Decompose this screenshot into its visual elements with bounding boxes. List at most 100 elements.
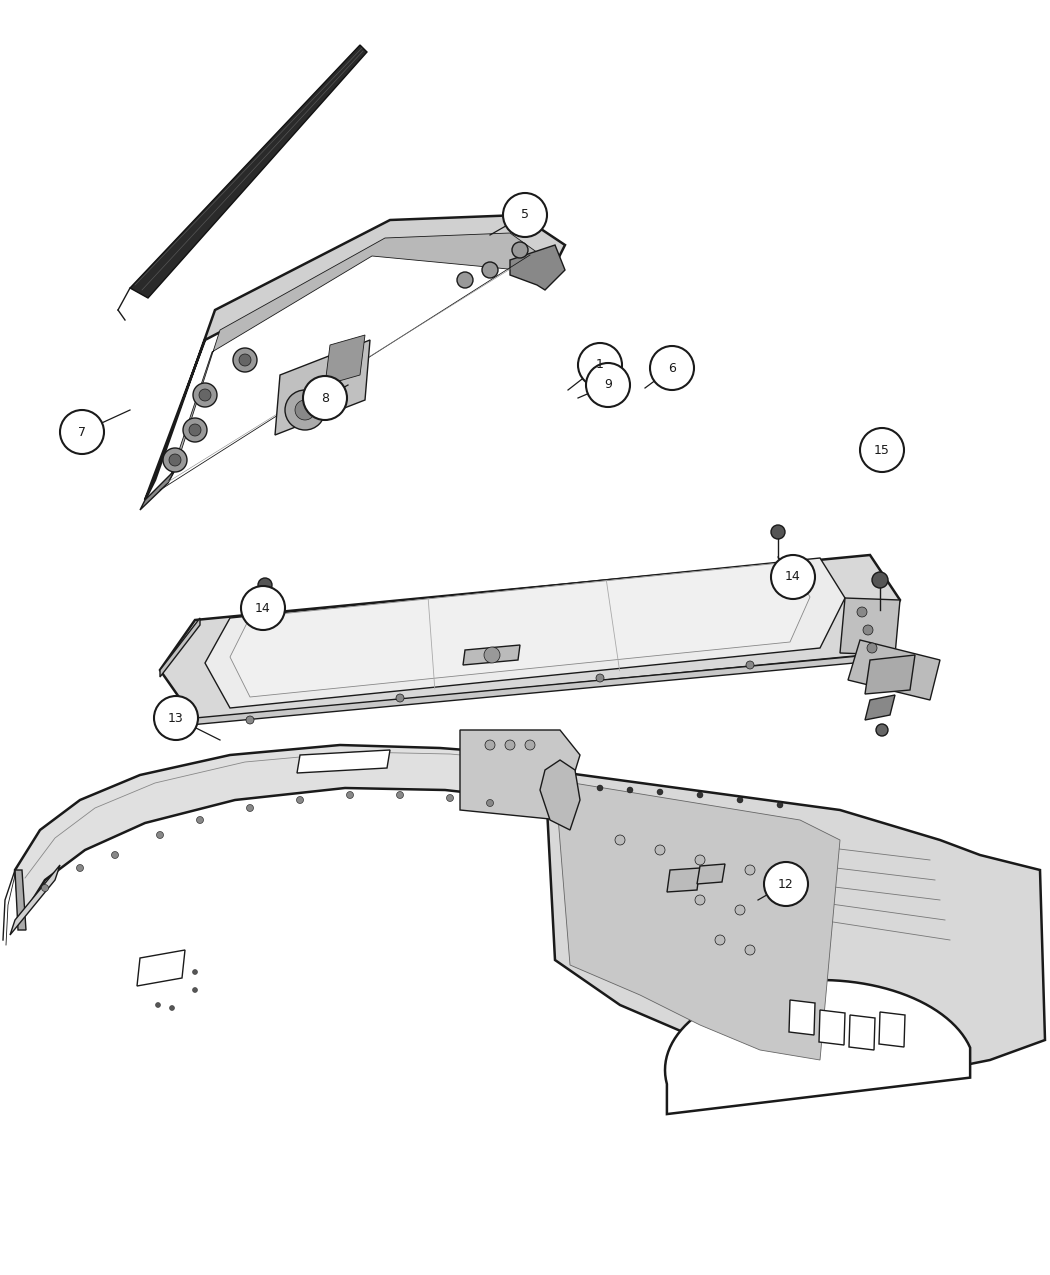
Polygon shape <box>510 245 565 289</box>
Polygon shape <box>15 870 26 929</box>
Polygon shape <box>10 864 60 935</box>
Circle shape <box>505 740 514 750</box>
Circle shape <box>746 945 755 955</box>
Polygon shape <box>463 645 520 666</box>
Circle shape <box>396 694 404 703</box>
Circle shape <box>285 390 326 430</box>
Polygon shape <box>168 233 545 483</box>
Polygon shape <box>205 558 845 708</box>
Polygon shape <box>865 655 915 694</box>
Circle shape <box>697 792 704 798</box>
Text: 1: 1 <box>596 358 604 371</box>
Polygon shape <box>849 1015 875 1051</box>
Polygon shape <box>160 555 900 720</box>
Circle shape <box>189 425 201 436</box>
Polygon shape <box>15 745 560 921</box>
Circle shape <box>154 696 198 740</box>
Circle shape <box>867 643 877 653</box>
Circle shape <box>771 525 785 539</box>
Circle shape <box>169 1006 174 1011</box>
Circle shape <box>735 905 746 915</box>
Circle shape <box>484 646 500 663</box>
Polygon shape <box>140 470 175 510</box>
Circle shape <box>296 797 303 803</box>
Polygon shape <box>297 750 390 773</box>
Circle shape <box>192 969 197 974</box>
Polygon shape <box>697 864 724 884</box>
Polygon shape <box>667 868 700 892</box>
Circle shape <box>657 789 663 796</box>
Circle shape <box>482 261 498 278</box>
Circle shape <box>246 717 254 724</box>
Circle shape <box>239 354 251 366</box>
Polygon shape <box>555 780 840 1060</box>
Polygon shape <box>130 45 368 298</box>
Circle shape <box>771 555 815 599</box>
Circle shape <box>512 242 528 258</box>
Polygon shape <box>326 335 365 385</box>
Text: 5: 5 <box>521 209 529 222</box>
Circle shape <box>764 862 808 907</box>
Circle shape <box>457 272 472 288</box>
Text: 14: 14 <box>255 602 271 615</box>
Polygon shape <box>665 980 970 1114</box>
Polygon shape <box>789 1000 815 1035</box>
Circle shape <box>200 389 211 402</box>
Circle shape <box>169 454 181 465</box>
Circle shape <box>876 724 888 736</box>
Polygon shape <box>275 340 370 435</box>
Circle shape <box>258 578 272 592</box>
Circle shape <box>295 400 315 419</box>
Text: 8: 8 <box>321 391 329 404</box>
Text: 9: 9 <box>604 379 612 391</box>
Circle shape <box>485 740 495 750</box>
Polygon shape <box>136 950 185 986</box>
Circle shape <box>578 343 622 388</box>
Circle shape <box>193 382 217 407</box>
Circle shape <box>650 346 694 390</box>
Text: 12: 12 <box>778 877 794 890</box>
Polygon shape <box>460 731 580 820</box>
Circle shape <box>397 792 403 798</box>
Polygon shape <box>879 1012 905 1047</box>
Text: 15: 15 <box>874 444 890 456</box>
Polygon shape <box>545 770 1045 1075</box>
Circle shape <box>715 935 724 945</box>
Circle shape <box>746 864 755 875</box>
Circle shape <box>111 852 119 858</box>
Circle shape <box>863 625 873 635</box>
Circle shape <box>777 802 783 808</box>
Circle shape <box>163 448 187 472</box>
Circle shape <box>615 835 625 845</box>
Circle shape <box>446 794 454 802</box>
Circle shape <box>860 428 904 472</box>
Polygon shape <box>145 215 565 500</box>
Circle shape <box>242 586 285 630</box>
Circle shape <box>155 1002 161 1007</box>
Polygon shape <box>540 760 580 830</box>
Circle shape <box>42 885 48 891</box>
Circle shape <box>597 785 603 790</box>
Polygon shape <box>865 695 895 720</box>
Circle shape <box>503 193 547 237</box>
Circle shape <box>303 376 346 419</box>
Circle shape <box>775 864 785 875</box>
Circle shape <box>77 864 84 872</box>
Circle shape <box>60 411 104 454</box>
Text: 6: 6 <box>668 362 676 375</box>
Circle shape <box>525 740 536 750</box>
Polygon shape <box>530 748 570 810</box>
Circle shape <box>247 805 253 811</box>
Circle shape <box>737 797 743 803</box>
Circle shape <box>586 363 630 407</box>
Polygon shape <box>848 640 940 700</box>
Text: 14: 14 <box>785 570 801 584</box>
Circle shape <box>857 607 867 617</box>
Circle shape <box>695 856 705 864</box>
Circle shape <box>156 831 164 839</box>
Polygon shape <box>819 1010 845 1046</box>
Polygon shape <box>230 562 810 697</box>
Polygon shape <box>160 618 200 677</box>
Polygon shape <box>840 598 900 655</box>
Circle shape <box>695 895 705 905</box>
